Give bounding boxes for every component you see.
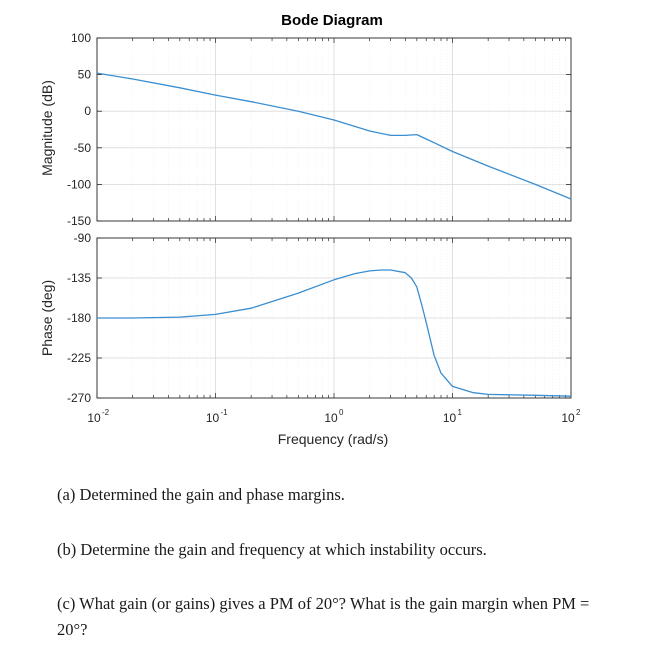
y-tick-label: -270 [67, 391, 91, 405]
x-tick-label: 10 -1 [206, 408, 228, 425]
frequency-axis-label: Frequency (rad/s) [278, 431, 388, 447]
x-tick-exponent: 1 [458, 408, 463, 417]
x-tick-exponent: 0 [339, 408, 344, 417]
x-tick-exponent: 2 [576, 408, 581, 417]
x-tick-label: 10 -2 [87, 408, 109, 425]
question-a: (a) Determined the gain and phase margin… [57, 485, 345, 504]
chart-title: Bode Diagram [281, 12, 383, 29]
y-tick-label: 100 [71, 31, 91, 45]
y-tick-label: -180 [67, 311, 91, 325]
x-tick-exponent: -2 [102, 408, 110, 417]
y-tick-label: 50 [78, 68, 92, 82]
frequency-axis-ticks: 10 -2 10 -1 10 0 10 1 10 2 [87, 408, 581, 425]
x-tick-base: 10 [324, 411, 338, 425]
x-tick-base: 10 [87, 411, 101, 425]
question-c: (c) What gain (or gains) gives a PM of 2… [57, 594, 590, 639]
x-tick-label: 10 2 [561, 408, 581, 425]
x-tick-label: 10 1 [443, 408, 463, 425]
y-tick-label: -135 [67, 271, 91, 285]
y-tick-label: -90 [74, 231, 92, 245]
vertical-grid [96, 38, 566, 221]
x-tick-exponent: -1 [221, 408, 229, 417]
magnitude-series-line [96, 72, 572, 200]
phase-series-line [97, 269, 572, 397]
y-tick-label: 0 [84, 104, 91, 118]
phase-axis-label: Phase (deg) [39, 280, 55, 356]
magnitude-panel: 100 50 0 -50 -100 -150 [67, 31, 572, 228]
magnitude-axis-label: Magnitude (dB) [39, 80, 55, 176]
phase-panel: -90 -135 -180 -225 -270 [67, 231, 572, 405]
y-tick-label: -225 [67, 351, 91, 365]
plot-frame [96, 37, 572, 222]
x-tick-base: 10 [561, 411, 575, 425]
x-tick-base: 10 [443, 411, 457, 425]
x-tick-label: 10 0 [324, 408, 344, 425]
x-tick-base: 10 [206, 411, 220, 425]
y-tick-label: -100 [67, 177, 91, 191]
y-tick-label: -150 [67, 214, 91, 228]
y-tick-label: -50 [74, 141, 92, 155]
question-b: (b) Determine the gain and frequency at … [57, 540, 487, 559]
